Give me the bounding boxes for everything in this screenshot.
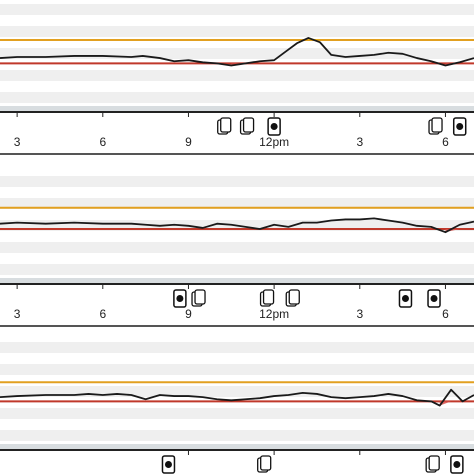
- chart-panel-1: 3 6 9 12pm 3 6: [0, 4, 474, 155]
- glucose-series-line: [0, 217, 474, 234]
- x-tick-label: 3: [14, 135, 21, 149]
- event-marker-filled: [398, 289, 413, 308]
- event-marker-plain: [428, 117, 443, 135]
- event-marker-filled: [427, 289, 441, 308]
- x-tick-label: 9: [185, 307, 192, 321]
- grid-band: [0, 264, 474, 275]
- x-tick-label: 6: [99, 307, 106, 321]
- glucose-series-line: [0, 37, 474, 67]
- x-tick-label: 3: [356, 135, 363, 149]
- event-marker-filled: [450, 455, 464, 474]
- event-marker-filled: [452, 117, 467, 136]
- axis-band: [0, 444, 474, 449]
- grid-band: [0, 408, 474, 419]
- grid-band: [0, 198, 474, 209]
- card-dot: [401, 295, 409, 302]
- event-marker-plain: [191, 289, 206, 307]
- grid-band: [0, 176, 474, 187]
- card-front: [242, 117, 255, 133]
- card-front: [288, 289, 300, 305]
- x-tick-label: 9: [185, 135, 192, 149]
- card-dot: [453, 461, 461, 468]
- x-tick-label: 6: [99, 135, 106, 149]
- card-dot: [456, 123, 464, 130]
- card-front: [194, 289, 206, 305]
- card-dot: [270, 123, 278, 130]
- event-marker-filled: [173, 289, 187, 308]
- grid-band: [0, 26, 474, 37]
- grid-band: [0, 48, 474, 59]
- chart-panel-2: 3 6 9 12pm 3 6: [0, 176, 474, 327]
- event-marker-plain: [257, 455, 272, 473]
- card-front: [431, 117, 443, 133]
- x-tick-label: 3: [356, 307, 363, 321]
- x-tick-label: 6: [442, 135, 449, 149]
- axis-band: [0, 106, 474, 111]
- grid-band: [0, 342, 474, 353]
- event-marker-plain: [259, 289, 275, 307]
- axis-band: [0, 278, 474, 283]
- x-tick-label: 6: [442, 307, 449, 321]
- glucose-series-line: [0, 388, 474, 407]
- card-front: [428, 455, 440, 471]
- card-front: [220, 117, 232, 133]
- card-dot: [430, 295, 438, 302]
- x-tick-label: 3: [14, 307, 21, 321]
- event-marker-plain: [425, 455, 440, 473]
- card-front: [260, 455, 272, 471]
- event-marker-plain: [217, 117, 232, 135]
- x-tick-label: 12pm: [259, 307, 289, 321]
- card-dot: [176, 295, 184, 302]
- x-tick-label: 12pm: [259, 135, 289, 149]
- event-marker-plain: [285, 289, 300, 307]
- card-front: [262, 289, 275, 305]
- grid-band: [0, 364, 474, 375]
- grid-band: [0, 92, 474, 103]
- grid-band: [0, 4, 474, 15]
- grid-band: [0, 430, 474, 441]
- grid-band: [0, 242, 474, 253]
- event-marker-filled: [161, 455, 176, 474]
- event-marker-plain: [239, 117, 255, 135]
- grid-band: [0, 386, 474, 397]
- event-marker-filled: [267, 117, 281, 136]
- card-dot: [164, 461, 172, 468]
- grid-band: [0, 70, 474, 81]
